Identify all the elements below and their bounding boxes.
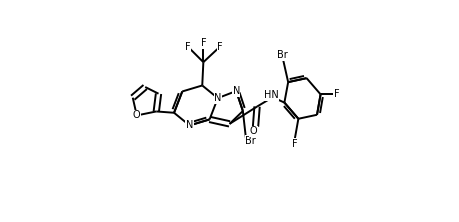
Text: HN: HN xyxy=(263,90,278,100)
Text: N: N xyxy=(232,86,240,96)
Text: F: F xyxy=(291,139,297,149)
Text: F: F xyxy=(185,42,190,52)
Text: O: O xyxy=(133,110,140,121)
Text: N: N xyxy=(213,93,221,103)
Text: F: F xyxy=(217,42,222,52)
Text: Br: Br xyxy=(276,50,287,61)
Text: F: F xyxy=(200,38,206,48)
Text: Br: Br xyxy=(245,135,256,146)
Text: F: F xyxy=(333,89,339,99)
Text: N: N xyxy=(185,120,193,131)
Text: O: O xyxy=(249,126,257,137)
